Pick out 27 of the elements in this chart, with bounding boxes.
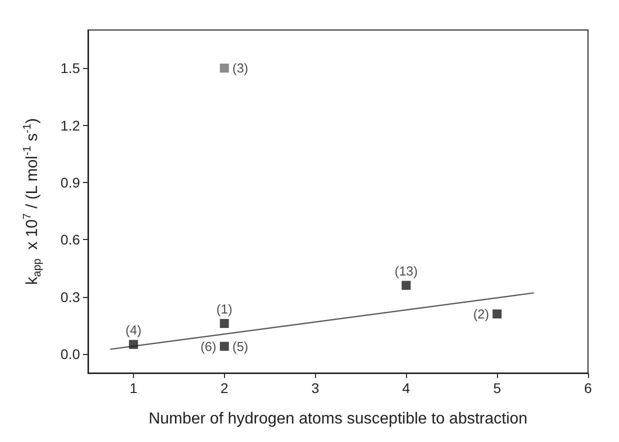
point [492,309,502,318]
point [220,342,229,351]
point [220,318,229,328]
y-tick-label: 0.0 [60,346,80,362]
y-tick-label: 1.2 [60,117,80,134]
x-tick-label: 2 [220,380,228,396]
x-tick-label: 1 [130,380,138,396]
annotation: (4) [126,322,142,338]
x-tick-label: 5 [493,380,502,396]
annotation: (2) [473,306,490,322]
x-tick-label: 6 [584,380,592,396]
x-tick-label: 3 [311,380,320,396]
y-tick-label: 0.3 [60,288,80,305]
y-tick-label: 0.9 [60,174,80,190]
point [128,340,138,349]
annotation: (6) [200,338,216,354]
point [220,64,229,73]
x-tick-label: 4 [402,380,410,396]
annotation: (1) [216,301,232,316]
annotation: (13) [394,263,418,278]
x-axis-title: Number of hydrogen atoms susceptible to abstraction [148,410,528,428]
text: kapp x 107 / (L mol-1 s-1) [22,118,44,285]
annotation: (5) [232,338,248,354]
y-tick-label: 1.5 [60,60,80,76]
annotation: (3) [232,60,248,76]
y-tick-label: 0.6 [60,232,80,248]
point [402,280,411,290]
